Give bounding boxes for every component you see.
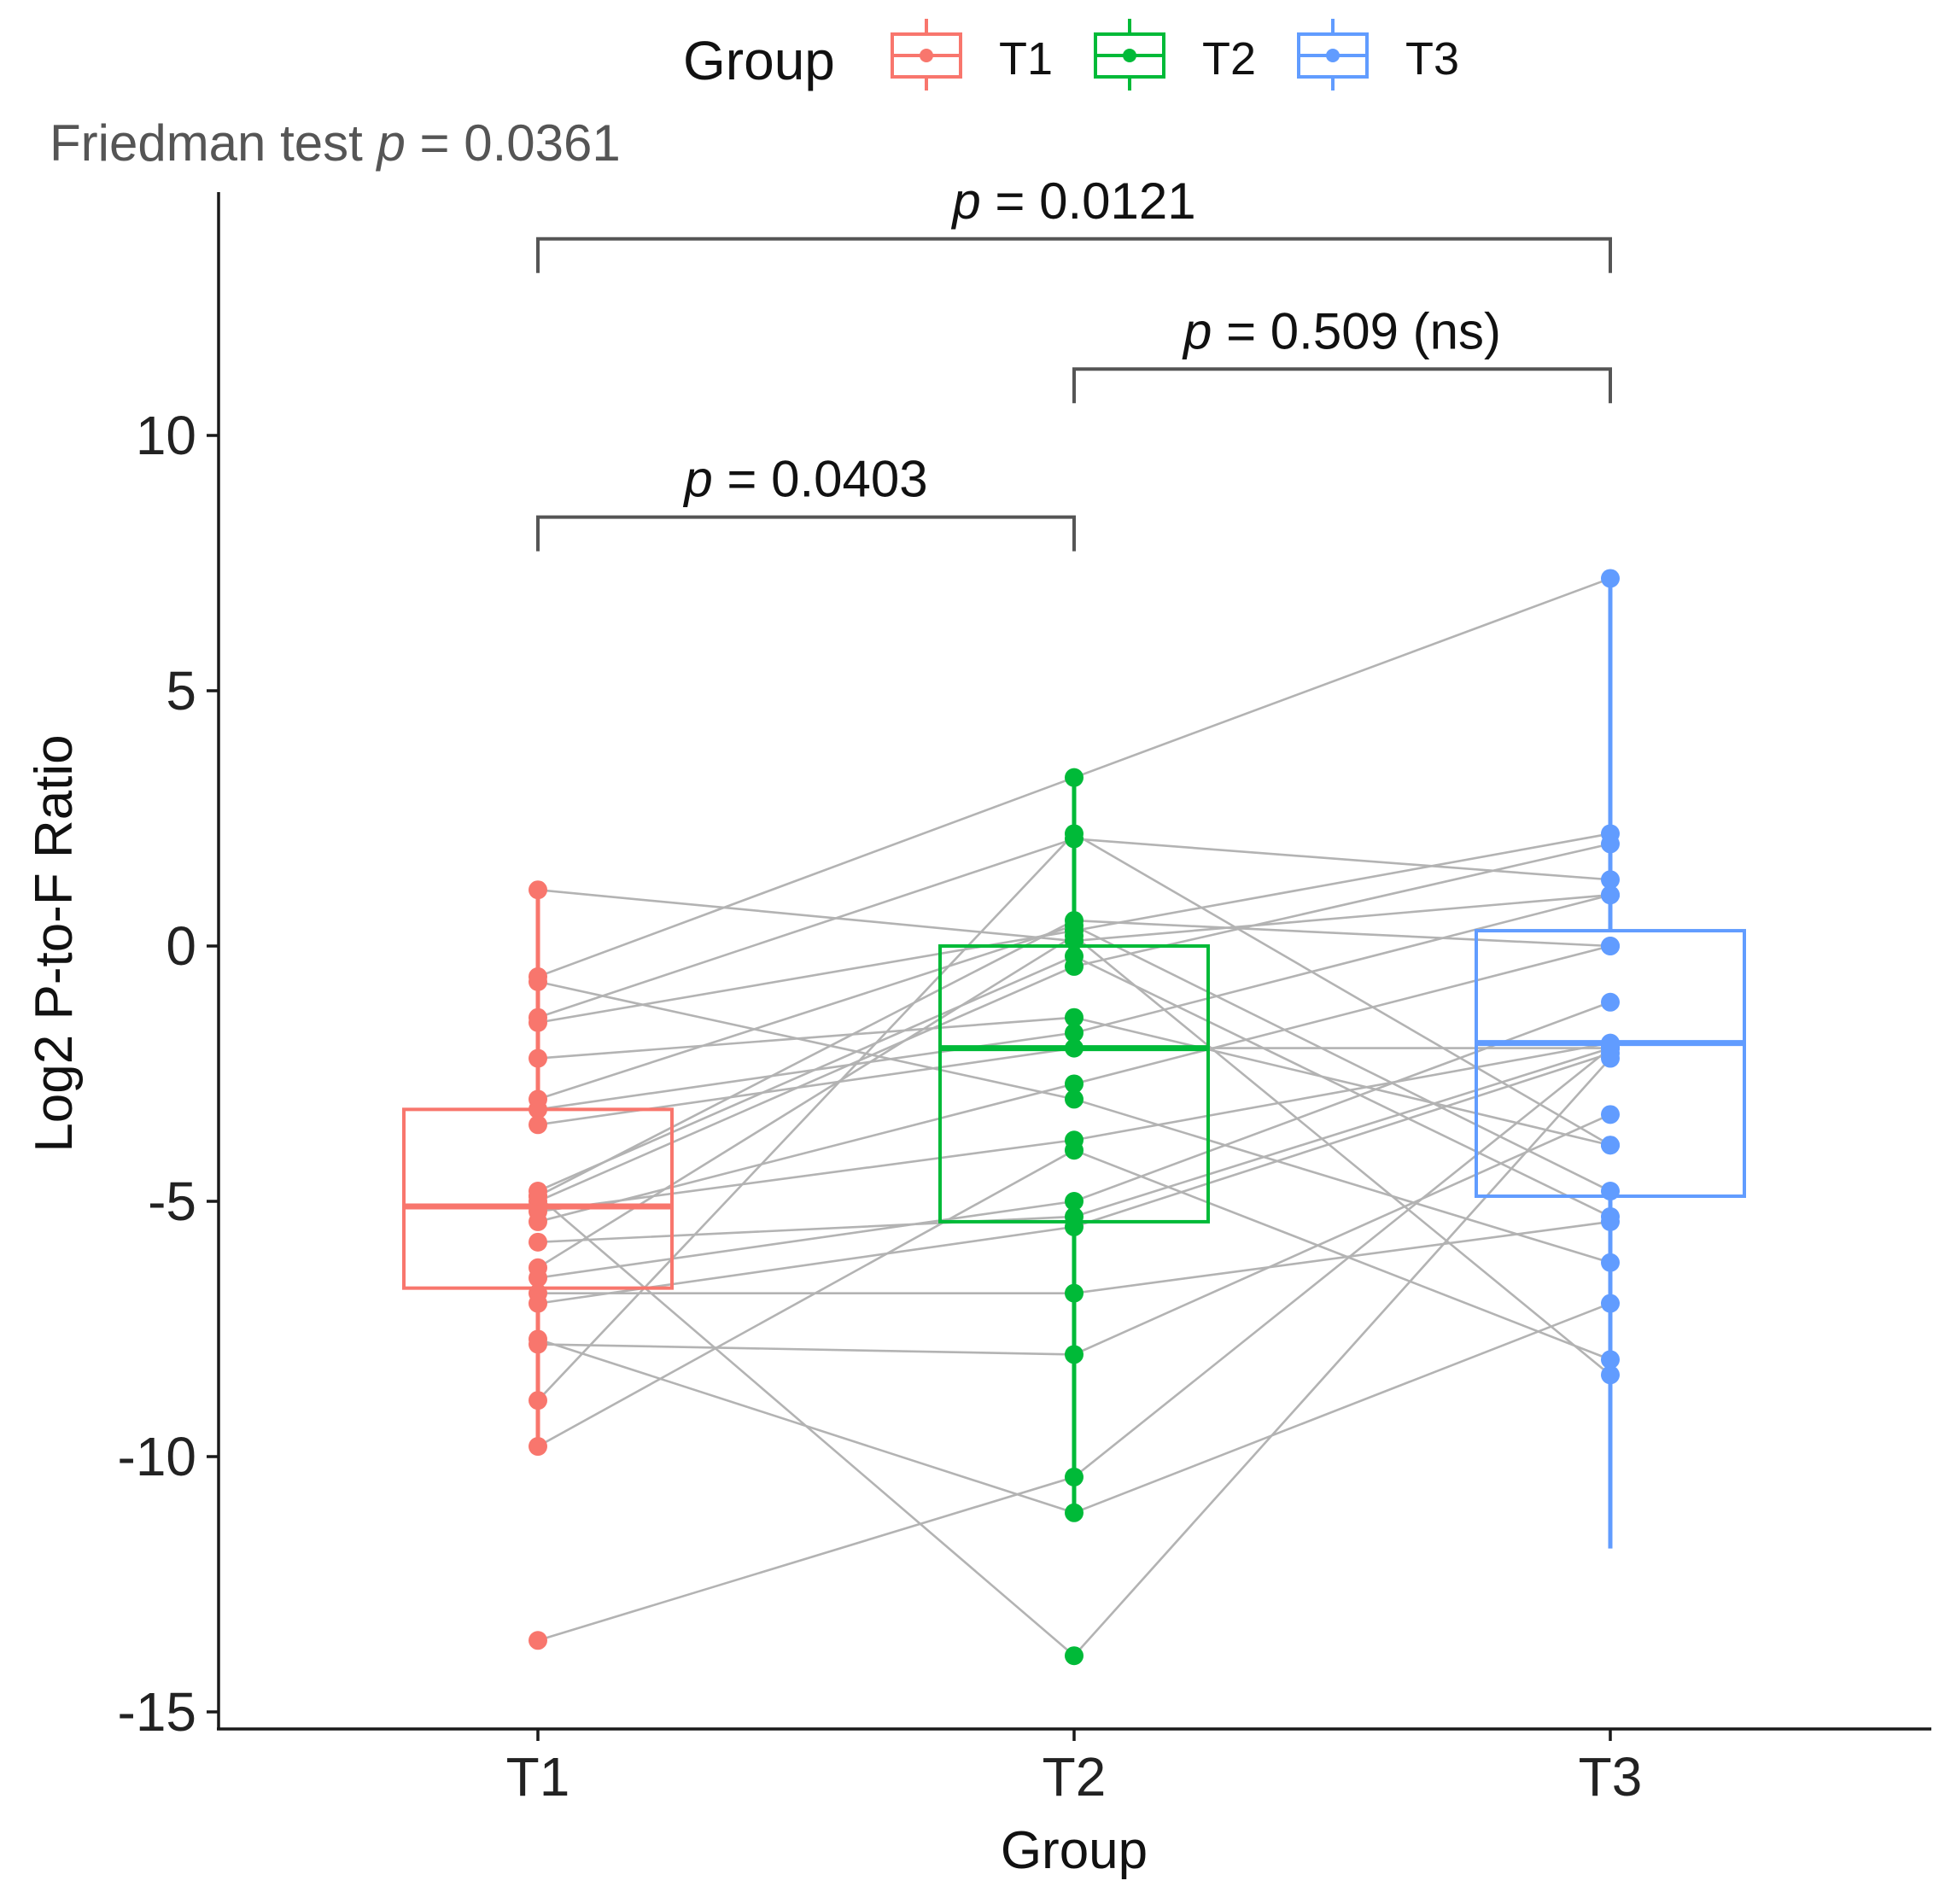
p-value-label: p = 0.0121 (950, 172, 1195, 230)
point-t1 (529, 1232, 547, 1252)
p-symbol: p (1182, 302, 1212, 359)
y-ticks: -15 -10 -5 0 5 10 (118, 405, 219, 1743)
point-t3 (1601, 885, 1620, 905)
point-t3 (1601, 1105, 1620, 1124)
point-t3 (1601, 870, 1620, 890)
point-t1 (529, 880, 547, 900)
point-t1 (529, 1437, 547, 1457)
point-t3 (1601, 1212, 1620, 1231)
point-t2 (1065, 824, 1083, 844)
p-symbol: p (682, 451, 712, 508)
point-t2 (1065, 768, 1083, 787)
point-t1 (529, 972, 547, 991)
point-t3 (1601, 834, 1620, 854)
point-t2 (1065, 1038, 1083, 1058)
point-t2 (1065, 1007, 1083, 1027)
point-t3 (1601, 1350, 1620, 1370)
bracket-line (536, 515, 1076, 552)
point-t2 (1065, 1503, 1083, 1522)
point-t2 (1065, 1217, 1083, 1236)
x-tick-label: T2 (1043, 1746, 1107, 1808)
point-t1 (529, 1115, 547, 1135)
point-t3 (1601, 1182, 1620, 1201)
point-t3 (1601, 569, 1620, 588)
y-tick-label: -10 (118, 1426, 197, 1487)
y-tick-label: 0 (166, 915, 196, 977)
point-t1 (529, 1013, 547, 1032)
point-t3 (1601, 992, 1620, 1012)
point-t2 (1065, 911, 1083, 931)
point-t2 (1065, 1467, 1083, 1486)
y-axis-title: Log2 P-to-F Ratio (25, 734, 84, 1152)
bracket-t2-t3: p = 0.509 (ns) (1072, 302, 1612, 404)
legend-entry-t3: T3 (1297, 19, 1459, 91)
data-points (529, 569, 1620, 1666)
point-t3 (1601, 1253, 1620, 1272)
axes: -15 -10 -5 0 5 10 T1 T2 T3 (118, 192, 1931, 1808)
bracket-line (536, 237, 1612, 273)
legend-entry-t2: T2 (1094, 19, 1256, 91)
legend: Group T1 T2 T3 (683, 19, 1459, 91)
point-t2 (1065, 1345, 1083, 1364)
legend-entries: T1 T2 T3 (891, 19, 1459, 91)
legend-label: T3 (1405, 33, 1459, 85)
point-t2 (1065, 1089, 1083, 1109)
point-t2 (1065, 1023, 1083, 1043)
point-t1 (529, 1335, 547, 1354)
point-t1 (529, 1212, 547, 1231)
y-tick-label: 10 (136, 405, 196, 466)
legend-key-point (920, 49, 933, 62)
point-t3 (1601, 1294, 1620, 1313)
x-axis-title: Group (1001, 1821, 1148, 1880)
point-t3 (1601, 1136, 1620, 1155)
point-t2 (1065, 956, 1083, 976)
point-t1 (529, 1631, 547, 1650)
p-value-text: = 0.0121 (981, 172, 1196, 230)
friedman-test-prefix: Friedman test (50, 114, 377, 172)
point-t2 (1065, 1646, 1083, 1666)
friedman-p-symbol: p (375, 114, 405, 172)
p-value-label: p = 0.509 (ns) (1182, 302, 1501, 359)
point-t3 (1601, 1365, 1620, 1385)
legend-key-point (1123, 49, 1136, 62)
p-value-label: p = 0.0403 (682, 451, 927, 508)
legend-label: T2 (1202, 33, 1256, 85)
legend-label: T1 (999, 33, 1053, 85)
bracket-t1-t3: p = 0.0121 (536, 172, 1612, 273)
point-t2 (1065, 1283, 1083, 1303)
point-t2 (1065, 1192, 1083, 1211)
bracket-line (1072, 367, 1612, 404)
point-t3 (1601, 1048, 1620, 1068)
point-t1 (529, 1268, 547, 1288)
friedman-p-value: = 0.0361 (406, 114, 621, 172)
point-t1 (529, 1048, 547, 1068)
p-value-text: = 0.0403 (713, 451, 928, 508)
y-tick-label: -15 (118, 1681, 197, 1743)
friedman-test-label: Friedman test p = 0.0361 (50, 114, 621, 172)
x-ticks: T1 T2 T3 (506, 1729, 1643, 1808)
x-tick-label: T3 (1579, 1746, 1643, 1808)
x-tick-label: T1 (506, 1746, 570, 1808)
p-value-text: = 0.509 (ns) (1212, 302, 1501, 359)
point-t2 (1065, 1141, 1083, 1160)
p-symbol: p (950, 172, 980, 230)
point-t1 (529, 1187, 547, 1206)
legend-title: Group (683, 30, 835, 91)
y-tick-label: -5 (148, 1171, 196, 1232)
boxplots (402, 578, 1746, 1549)
point-t3 (1601, 937, 1620, 955)
legend-entry-t1: T1 (891, 19, 1053, 91)
point-t2 (1065, 1074, 1083, 1094)
bracket-t1-t2: p = 0.0403 (536, 451, 1076, 552)
point-t1 (529, 1294, 547, 1313)
legend-key-point (1326, 49, 1340, 62)
point-t2 (1065, 926, 1083, 946)
point-t1 (529, 1100, 547, 1119)
point-t1 (529, 1391, 547, 1410)
y-tick-label: 5 (166, 660, 196, 721)
